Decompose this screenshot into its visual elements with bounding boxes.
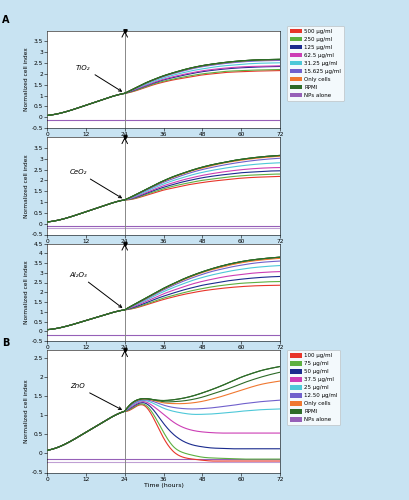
X-axis label: Time (hours): Time (hours) [144, 483, 184, 488]
X-axis label: Time (hours): Time (hours) [144, 138, 184, 143]
Legend: 500 μg/ml, 250 μg/ml, 125 μg/ml, 62.5 μg/ml, 31.25 μg/ml, 15.625 μg/ml, Only cel: 500 μg/ml, 250 μg/ml, 125 μg/ml, 62.5 μg… [287, 26, 344, 101]
Y-axis label: Normalized cell index: Normalized cell index [24, 260, 29, 324]
Text: A: A [2, 16, 9, 26]
Text: CeO₂: CeO₂ [70, 169, 121, 198]
Legend: 100 μg/ml, 75 μg/ml, 50 μg/ml, 37.5 μg/ml, 25 μg/ml, 12.50 μg/ml, Only cells, RP: 100 μg/ml, 75 μg/ml, 50 μg/ml, 37.5 μg/m… [287, 350, 340, 425]
Y-axis label: Normalized cell index: Normalized cell index [24, 154, 29, 218]
Text: ZnO: ZnO [70, 384, 121, 409]
Text: TiO₂: TiO₂ [76, 64, 121, 92]
Y-axis label: Normalized cell index: Normalized cell index [24, 48, 29, 111]
X-axis label: Time (hours): Time (hours) [144, 245, 184, 250]
X-axis label: Time (hours): Time (hours) [144, 352, 184, 356]
Y-axis label: Normalized cell index: Normalized cell index [24, 380, 29, 443]
Text: Al₂O₃: Al₂O₃ [70, 272, 121, 308]
Text: B: B [2, 338, 9, 347]
